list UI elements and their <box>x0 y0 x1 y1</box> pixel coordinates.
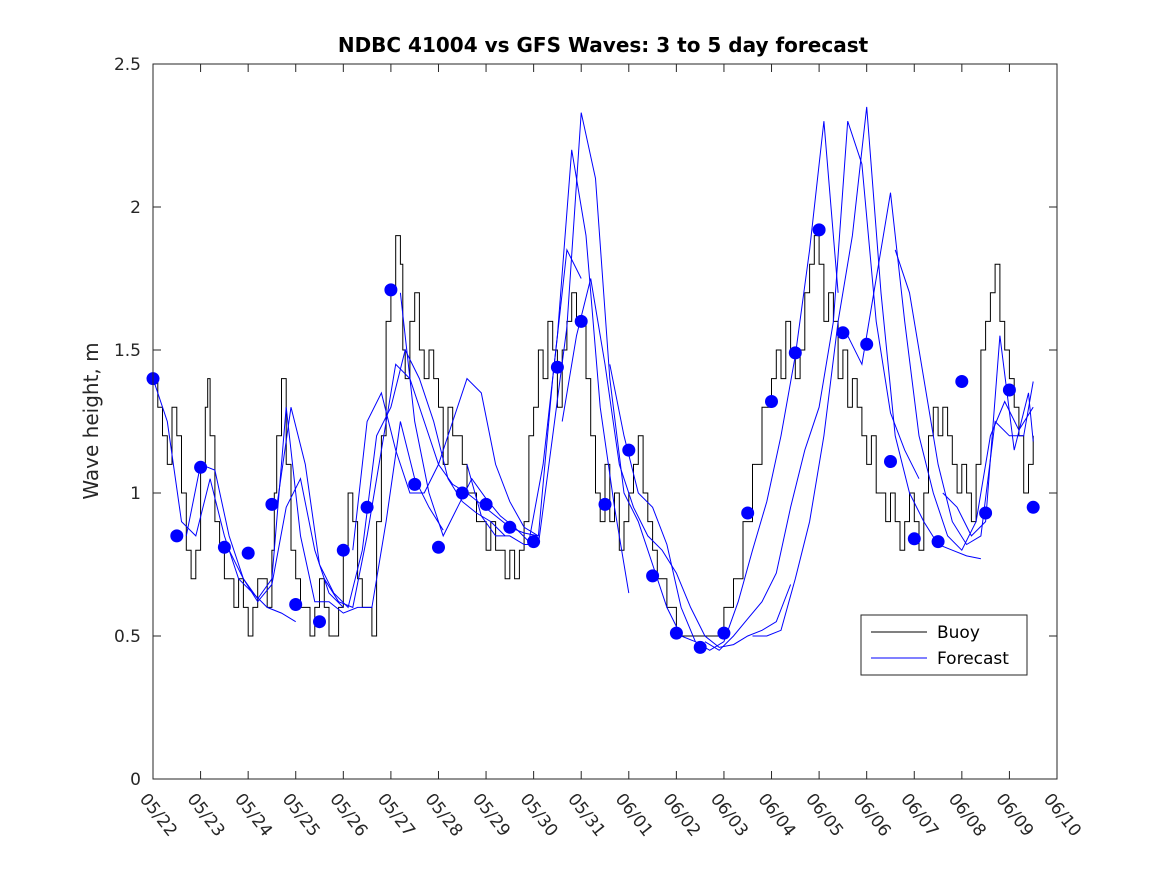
chart-title: NDBC 41004 vs GFS Waves: 3 to 5 day fore… <box>338 33 869 57</box>
forecast-point <box>289 598 303 611</box>
forecast-point <box>979 506 993 520</box>
x-tick-label: 06/03 <box>706 790 752 841</box>
forecast-point <box>622 443 636 457</box>
forecast-point <box>741 506 755 520</box>
x-tick-label: 06/08 <box>944 790 990 841</box>
x-tick-label: 05/26 <box>325 790 371 841</box>
forecast-point <box>860 337 874 351</box>
forecast-point <box>360 500 374 514</box>
forecast-point <box>1002 383 1016 397</box>
forecast-point <box>550 360 564 374</box>
forecast-point <box>788 346 802 360</box>
forecast-series-line-6 <box>352 248 582 551</box>
y-tick-label: 1.5 <box>114 341 141 361</box>
forecast-series-line-11 <box>704 121 920 651</box>
forecast-point <box>336 543 350 557</box>
y-tick-label: 2.5 <box>114 55 141 75</box>
x-tick-label: 06/04 <box>754 790 800 841</box>
forecast-point <box>598 497 612 511</box>
forecast-series-line-1 <box>152 378 296 623</box>
x-tick-label: 05/29 <box>468 790 514 841</box>
forecast-point <box>503 520 517 534</box>
legend-frame <box>860 614 1028 676</box>
forecast-point <box>432 540 445 554</box>
forecast-point <box>194 460 208 474</box>
axes-frame <box>152 63 1058 780</box>
legend: Buoy Forecast <box>860 614 1028 676</box>
forecast-point <box>455 486 469 500</box>
x-tick-label: 06/07 <box>896 790 942 841</box>
forecast-point <box>384 283 398 297</box>
y-tick-label: 2 <box>130 198 141 218</box>
forecast-point <box>836 326 850 340</box>
forecast-series-line-3 <box>228 407 444 614</box>
forecast-series-line-9 <box>561 278 792 648</box>
x-tick-label: 06/05 <box>801 790 847 841</box>
forecast-series-line-15 <box>942 335 1034 537</box>
forecast-point <box>313 615 326 629</box>
forecast-series-line-4 <box>276 348 506 609</box>
y-tick-label: 1 <box>130 484 141 504</box>
forecast-point <box>265 497 279 511</box>
forecast-point <box>812 223 826 237</box>
forecast-point <box>170 529 184 543</box>
forecast-series-line-14 <box>894 249 1034 546</box>
y-tick-label: 0 <box>130 770 141 790</box>
x-tick-label: 05/28 <box>421 790 467 841</box>
forecast-point <box>479 497 493 511</box>
buoy-series-line <box>153 235 1034 637</box>
forecast-point <box>408 477 422 491</box>
x-tick-label: 05/24 <box>230 790 276 841</box>
forecast-series-line-10 <box>609 121 839 651</box>
forecast-point <box>907 532 921 546</box>
x-tick-label: 05/30 <box>516 790 562 841</box>
forecast-point <box>217 540 231 554</box>
forecast-point <box>574 314 588 328</box>
forecast-point <box>931 535 945 549</box>
legend-forecast-label: Forecast <box>937 649 1009 669</box>
x-tick-label: 06/01 <box>611 790 657 841</box>
x-tick-label: 05/31 <box>563 790 609 841</box>
x-tick-label: 06/06 <box>849 790 895 841</box>
forecast-point <box>765 395 778 408</box>
x-tick-label: 06/02 <box>658 790 704 841</box>
forecast-point <box>693 640 707 654</box>
plot-area: 00.511.522.505/22 05/23 05/24 05/25 05/26 05/… <box>114 55 1085 841</box>
x-tick-label: 05/27 <box>373 790 419 841</box>
x-tick-label: 05/25 <box>278 790 324 841</box>
forecast-point <box>1026 500 1040 514</box>
forecast-point <box>241 546 255 560</box>
forecast-series-line-13 <box>847 192 1034 552</box>
forecast-point <box>527 535 541 549</box>
forecast-point <box>717 626 731 640</box>
legend-buoy-label: Buoy <box>937 623 980 643</box>
forecast-point <box>955 375 969 388</box>
x-tick-label: 05/22 <box>135 790 181 841</box>
x-tick-label: 05/23 <box>183 790 229 841</box>
x-tick-label: 06/09 <box>991 790 1037 841</box>
y-tick-label: 0.5 <box>114 627 141 647</box>
forecast-series-line-12 <box>752 106 981 637</box>
x-tick-label: 06/10 <box>1039 790 1085 841</box>
y-axis-title: Wave height, m <box>79 342 103 499</box>
forecast-point <box>669 626 683 640</box>
forecast-series-line-5 <box>323 363 539 609</box>
forecast-series-line-2 <box>185 463 344 608</box>
forecast-point <box>884 455 897 468</box>
forecast-point <box>646 569 660 583</box>
